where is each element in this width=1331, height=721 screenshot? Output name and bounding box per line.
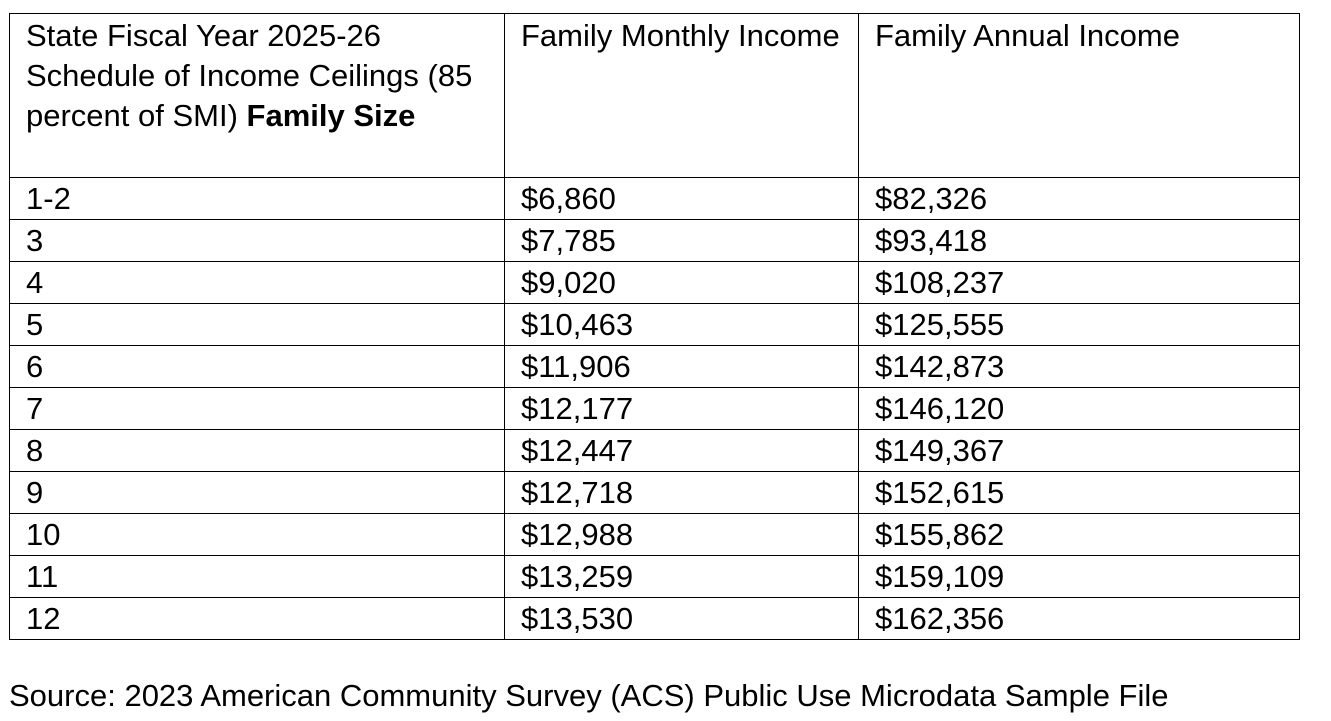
monthly-income-cell: $7,785	[504, 219, 859, 262]
annual-income-cell: $162,356	[858, 597, 1300, 640]
monthly-income-cell: $13,259	[504, 555, 859, 598]
source-note: Source: 2023 American Community Survey (…	[9, 678, 1169, 713]
monthly-income-cell: $9,020	[504, 261, 859, 304]
family-size-cell: 8	[9, 429, 505, 472]
table-row: 6 $11,906 $142,873	[9, 345, 1300, 388]
monthly-income-cell: $13,530	[504, 597, 859, 640]
monthly-income-header: Family Monthly Income	[504, 13, 859, 178]
table-header-row: State Fiscal Year 2025-26 Schedule of In…	[9, 13, 1300, 178]
family-size-cell: 9	[9, 471, 505, 514]
monthly-income-cell: $10,463	[504, 303, 859, 346]
table-row: 1-2 $6,860 $82,326	[9, 177, 1300, 220]
annual-income-cell: $93,418	[858, 219, 1300, 262]
monthly-income-cell: $12,718	[504, 471, 859, 514]
annual-income-cell: $146,120	[858, 387, 1300, 430]
annual-income-cell: $152,615	[858, 471, 1300, 514]
annual-income-cell: $108,237	[858, 261, 1300, 304]
table-row: 4 $9,020 $108,237	[9, 261, 1300, 304]
table-row: 12 $13,530 $162,356	[9, 597, 1300, 640]
table-row: 5 $10,463 $125,555	[9, 303, 1300, 346]
annual-income-cell: $155,862	[858, 513, 1300, 556]
family-size-cell: 5	[9, 303, 505, 346]
family-size-cell: 1-2	[9, 177, 505, 220]
family-size-cell: 7	[9, 387, 505, 430]
family-size-cell: 11	[9, 555, 505, 598]
family-size-cell: 4	[9, 261, 505, 304]
family-size-cell: 3	[9, 219, 505, 262]
family-size-cell: 10	[9, 513, 505, 556]
table-row: 8 $12,447 $149,367	[9, 429, 1300, 472]
family-size-cell: 6	[9, 345, 505, 388]
table-row: 7 $12,177 $146,120	[9, 387, 1300, 430]
table-row: 3 $7,785 $93,418	[9, 219, 1300, 262]
monthly-income-cell: $12,447	[504, 429, 859, 472]
family-size-header-prefix: State Fiscal Year 2025-26 Schedule of In…	[26, 18, 473, 133]
table-row: 9 $12,718 $152,615	[9, 471, 1300, 514]
family-size-cell: 12	[9, 597, 505, 640]
annual-income-cell: $149,367	[858, 429, 1300, 472]
monthly-income-cell: $6,860	[504, 177, 859, 220]
monthly-income-cell: $12,177	[504, 387, 859, 430]
table-row: 10 $12,988 $155,862	[9, 513, 1300, 556]
table-row: 11 $13,259 $159,109	[9, 555, 1300, 598]
family-size-header-bold: Family Size	[246, 98, 416, 133]
annual-income-cell: $82,326	[858, 177, 1300, 220]
annual-income-cell: $159,109	[858, 555, 1300, 598]
monthly-income-cell: $12,988	[504, 513, 859, 556]
family-size-header: State Fiscal Year 2025-26 Schedule of In…	[9, 13, 505, 178]
annual-income-header: Family Annual Income	[858, 13, 1300, 178]
annual-income-cell: $142,873	[858, 345, 1300, 388]
annual-income-cell: $125,555	[858, 303, 1300, 346]
income-ceiling-table: State Fiscal Year 2025-26 Schedule of In…	[9, 13, 1300, 640]
monthly-income-cell: $11,906	[504, 345, 859, 388]
